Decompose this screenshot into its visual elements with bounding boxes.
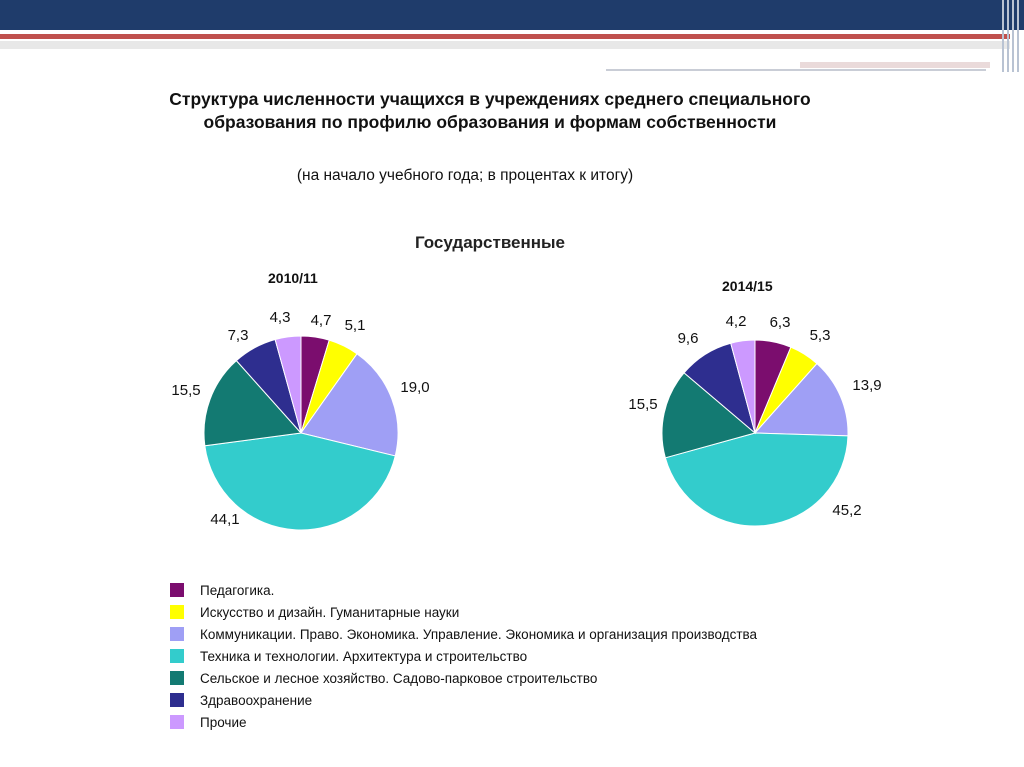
pie-title-2010: 2010/11	[268, 270, 318, 286]
pie1-label-4: 15,5	[628, 396, 657, 413]
legend-swatch	[170, 715, 184, 729]
legend-label: Здравоохранение	[200, 692, 313, 708]
header-vertical-bars	[1000, 0, 1024, 72]
legend-item: Искусство и дизайн. Гуманитарные науки	[170, 601, 930, 623]
header-accent-shadow	[0, 41, 1010, 49]
pie1-slice-6	[730, 339, 756, 434]
legend-label: Коммуникации. Право. Экономика. Управлен…	[200, 626, 758, 642]
header-accent-box	[606, 49, 986, 71]
legend-label: Искусство и дизайн. Гуманитарные науки	[200, 604, 460, 620]
legend-swatch	[170, 627, 184, 641]
pie0-slice-6	[274, 335, 302, 434]
legend-item: Сельское и лесное хозяйство. Садово-парк…	[170, 667, 930, 689]
header-accent-line	[0, 34, 1010, 39]
pie0-slice-3	[204, 432, 396, 531]
pie0-label-2: 19,0	[400, 379, 429, 396]
legend-item: Здравоохранение	[170, 689, 930, 711]
pie0-label-1: 5,1	[345, 317, 366, 334]
legend-label: Прочие	[200, 714, 247, 730]
pie1-label-2: 13,9	[852, 377, 881, 394]
header-accent-strip	[800, 62, 990, 68]
legend-item: Педагогика.	[170, 579, 930, 601]
pie1-label-3: 45,2	[832, 502, 861, 519]
pie1-label-6: 4,2	[726, 313, 747, 330]
pie0-label-5: 7,3	[228, 327, 249, 344]
legend-swatch	[170, 583, 184, 597]
legend-label: Педагогика.	[200, 582, 275, 598]
pie0-slice-2	[300, 353, 399, 457]
legend-item: Прочие	[170, 711, 930, 733]
pie1-label-5: 9,6	[678, 330, 699, 347]
pie1-label-1: 5,3	[810, 327, 831, 344]
pie0-label-4: 15,5	[171, 382, 200, 399]
pie0-label-6: 4,3	[270, 309, 291, 326]
section-title: Государственные	[414, 233, 566, 252]
legend-item: Коммуникации. Право. Экономика. Управлен…	[170, 623, 930, 645]
chart-subtitle: (на начало учебного года; в процентах к …	[296, 167, 634, 184]
chart-title: Структура численности учащихся в учрежде…	[169, 89, 811, 132]
legend-swatch	[170, 671, 184, 685]
pie1-label-0: 6,3	[770, 314, 791, 331]
slide-header-bar	[0, 0, 1024, 30]
pie0-label-3: 44,1	[210, 511, 239, 528]
legend-item: Техника и технологии. Архитектура и стро…	[170, 645, 930, 667]
legend-label: Сельское и лесное хозяйство. Садово-парк…	[200, 670, 598, 686]
legend: Педагогика. Искусство и дизайн. Гуманитар…	[170, 579, 930, 733]
pie0-label-0: 4,7	[311, 312, 332, 329]
legend-swatch	[170, 605, 184, 619]
legend-swatch	[170, 649, 184, 663]
pie0-slice-4	[203, 359, 303, 447]
pie-title-2014: 2014/15	[722, 278, 773, 294]
legend-swatch	[170, 693, 184, 707]
pie1-slice-3	[664, 432, 849, 527]
legend-label: Техника и технологии. Архитектура и стро…	[200, 648, 528, 664]
pie1-slice-2	[753, 362, 849, 437]
pie1-slice-4	[661, 372, 757, 459]
